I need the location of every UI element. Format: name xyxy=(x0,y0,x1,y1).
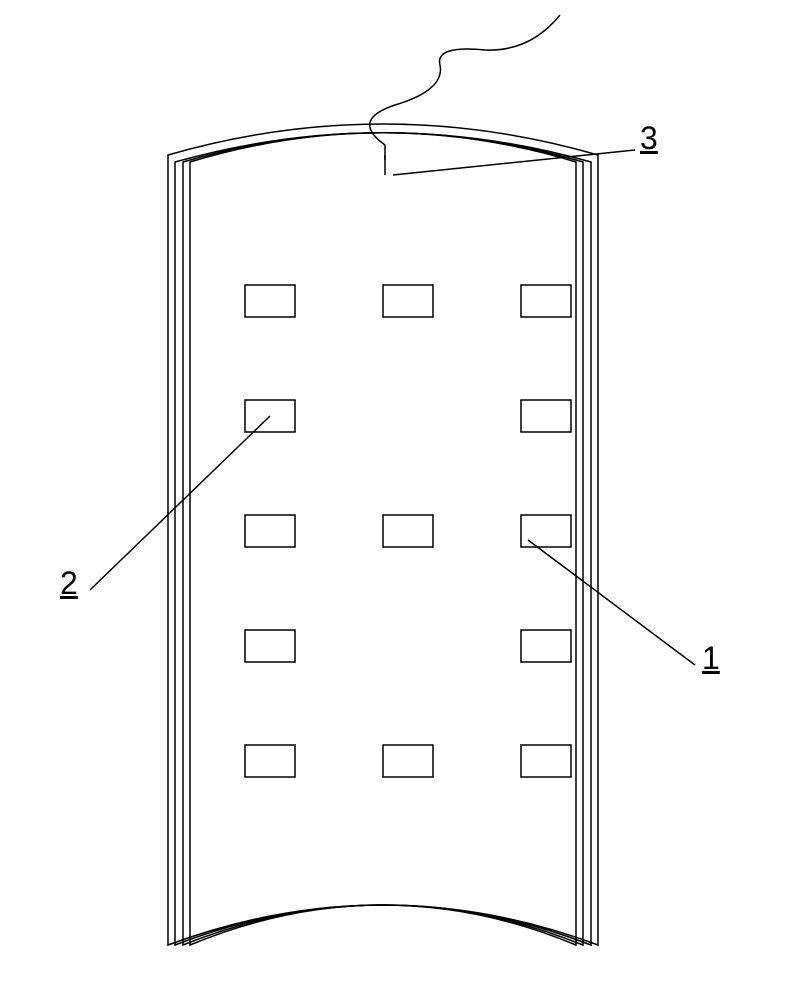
label-1: 1 xyxy=(702,640,720,677)
diagram-container xyxy=(0,0,798,1000)
label-2: 2 xyxy=(60,565,78,602)
diagram-svg xyxy=(0,0,798,1000)
label-3: 3 xyxy=(640,120,658,157)
